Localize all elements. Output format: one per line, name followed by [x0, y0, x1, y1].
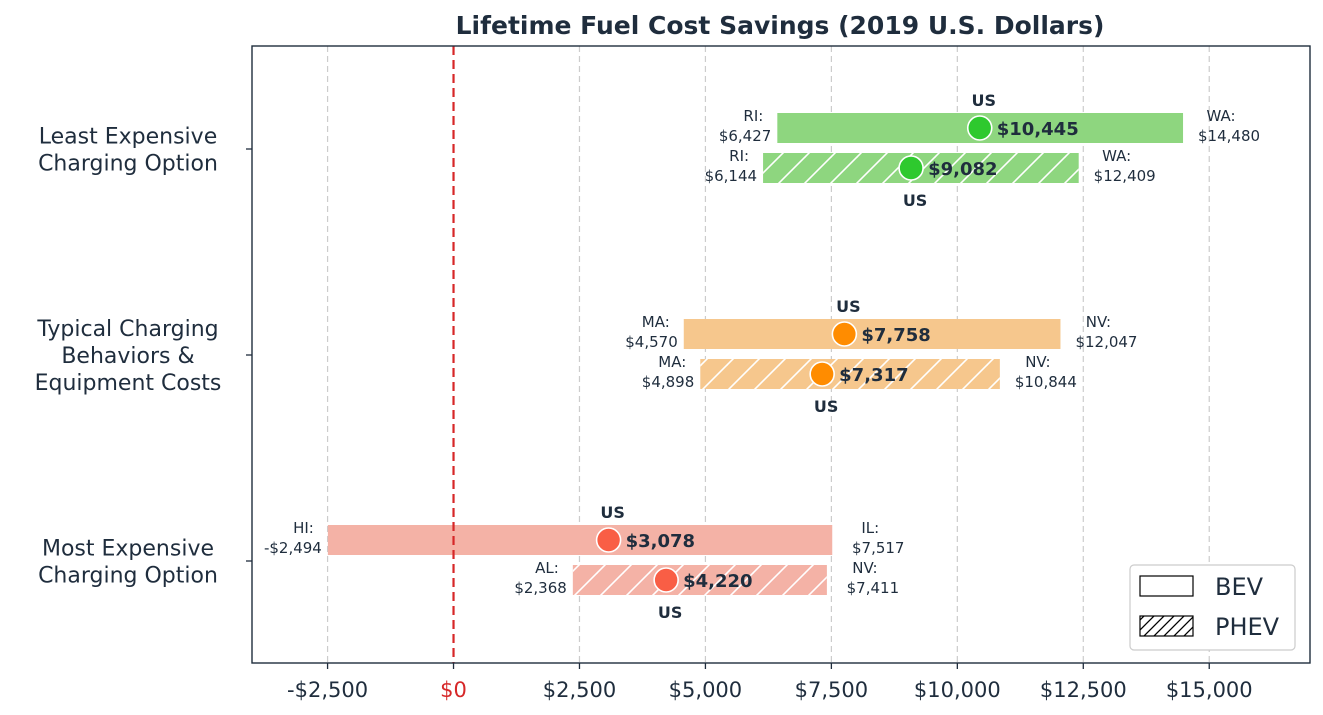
- us-average-point: [898, 155, 924, 181]
- us-average-point: [653, 567, 679, 593]
- range-bar-hatch: [700, 359, 1000, 389]
- max-value-label: $7,517: [852, 539, 905, 557]
- us-value-label: $9,082: [928, 159, 997, 180]
- min-state-label: MA:: [658, 353, 686, 371]
- us-value-label: $7,317: [839, 365, 908, 386]
- max-value-label: $14,480: [1198, 127, 1260, 145]
- max-state-label: NV:: [1025, 353, 1050, 371]
- max-state-label: NV:: [852, 559, 877, 577]
- min-state-label: HI:: [293, 519, 314, 537]
- range-bar-hatch: [572, 565, 827, 595]
- grid-lines: [326, 46, 1210, 663]
- category-label-line: Least Expensive: [39, 125, 217, 150]
- legend-label-phev: PHEV: [1215, 613, 1280, 641]
- us-marker-label: US: [971, 91, 996, 110]
- us-average-point: [595, 527, 622, 553]
- category-label-line: Most Expensive: [42, 537, 214, 562]
- min-state-label: RI:: [743, 107, 763, 125]
- us-value-label: $3,078: [626, 531, 695, 552]
- us-marker-label: US: [836, 297, 861, 316]
- us-average-point: [966, 115, 993, 141]
- min-value-label: $4,898: [642, 373, 695, 391]
- us-marker-label: US: [658, 603, 683, 622]
- us-average-point: [831, 321, 858, 347]
- legend: BEV PHEV: [1129, 564, 1296, 651]
- range-bar-bev: [327, 525, 833, 555]
- x-tick-label: $5,000: [669, 678, 742, 702]
- us-average-point: [809, 361, 835, 387]
- min-state-label: RI:: [729, 147, 749, 165]
- chart-title: Lifetime Fuel Cost Savings (2019 U.S. Do…: [456, 11, 1105, 40]
- legend-swatch-bev: [1139, 575, 1194, 597]
- us-marker-label: US: [814, 397, 839, 416]
- x-tick-label: -$2,500: [287, 678, 368, 702]
- x-tick-label: $12,500: [1040, 678, 1127, 702]
- us-value-label: $4,220: [683, 571, 752, 592]
- x-tick-label: $2,500: [543, 678, 616, 702]
- x-tick-label: $15,000: [1166, 678, 1253, 702]
- max-state-label: WA:: [1207, 107, 1236, 125]
- max-value-label: $12,047: [1075, 333, 1137, 351]
- max-state-label: IL:: [861, 519, 879, 537]
- min-value-label: $6,144: [705, 167, 758, 185]
- category-label-line: Behaviors &: [61, 344, 194, 369]
- category-label-line: Charging Option: [38, 152, 218, 177]
- category-label-line: Typical Charging: [36, 317, 218, 342]
- us-marker-label: US: [903, 191, 928, 210]
- legend-label-bev: BEV: [1215, 573, 1264, 601]
- range-bars: RI:$6,427WA:$14,480$10,445USRI:$6,144WA:…: [264, 91, 1260, 622]
- category-label-line: Charging Option: [38, 564, 218, 589]
- range-bar-bev: [683, 319, 1061, 349]
- us-marker-label: US: [600, 503, 625, 522]
- max-state-label: WA:: [1102, 147, 1131, 165]
- max-value-label: $12,409: [1094, 167, 1156, 185]
- min-value-label: $6,427: [719, 127, 772, 145]
- min-state-label: AL:: [535, 559, 559, 577]
- max-value-label: $7,411: [847, 579, 900, 597]
- category-label-line: Equipment Costs: [35, 371, 222, 396]
- max-value-label: $10,844: [1015, 373, 1077, 391]
- us-value-label: $10,445: [997, 119, 1079, 140]
- x-axis-ticks: -$2,500 $0 $2,500 $5,000 $7,500 $10,000 $12,50…: [287, 663, 1253, 702]
- x-tick-label: $0: [440, 678, 467, 702]
- us-value-label: $7,758: [861, 325, 930, 346]
- x-tick-label: $7,500: [795, 678, 868, 702]
- max-state-label: NV:: [1086, 313, 1111, 331]
- x-tick-label: $10,000: [914, 678, 1001, 702]
- min-value-label: $4,570: [625, 333, 678, 351]
- min-state-label: MA:: [642, 313, 670, 331]
- min-value-label: $2,368: [514, 579, 567, 597]
- legend-swatch-phev: [1139, 615, 1194, 637]
- min-value-label: -$2,494: [264, 539, 322, 557]
